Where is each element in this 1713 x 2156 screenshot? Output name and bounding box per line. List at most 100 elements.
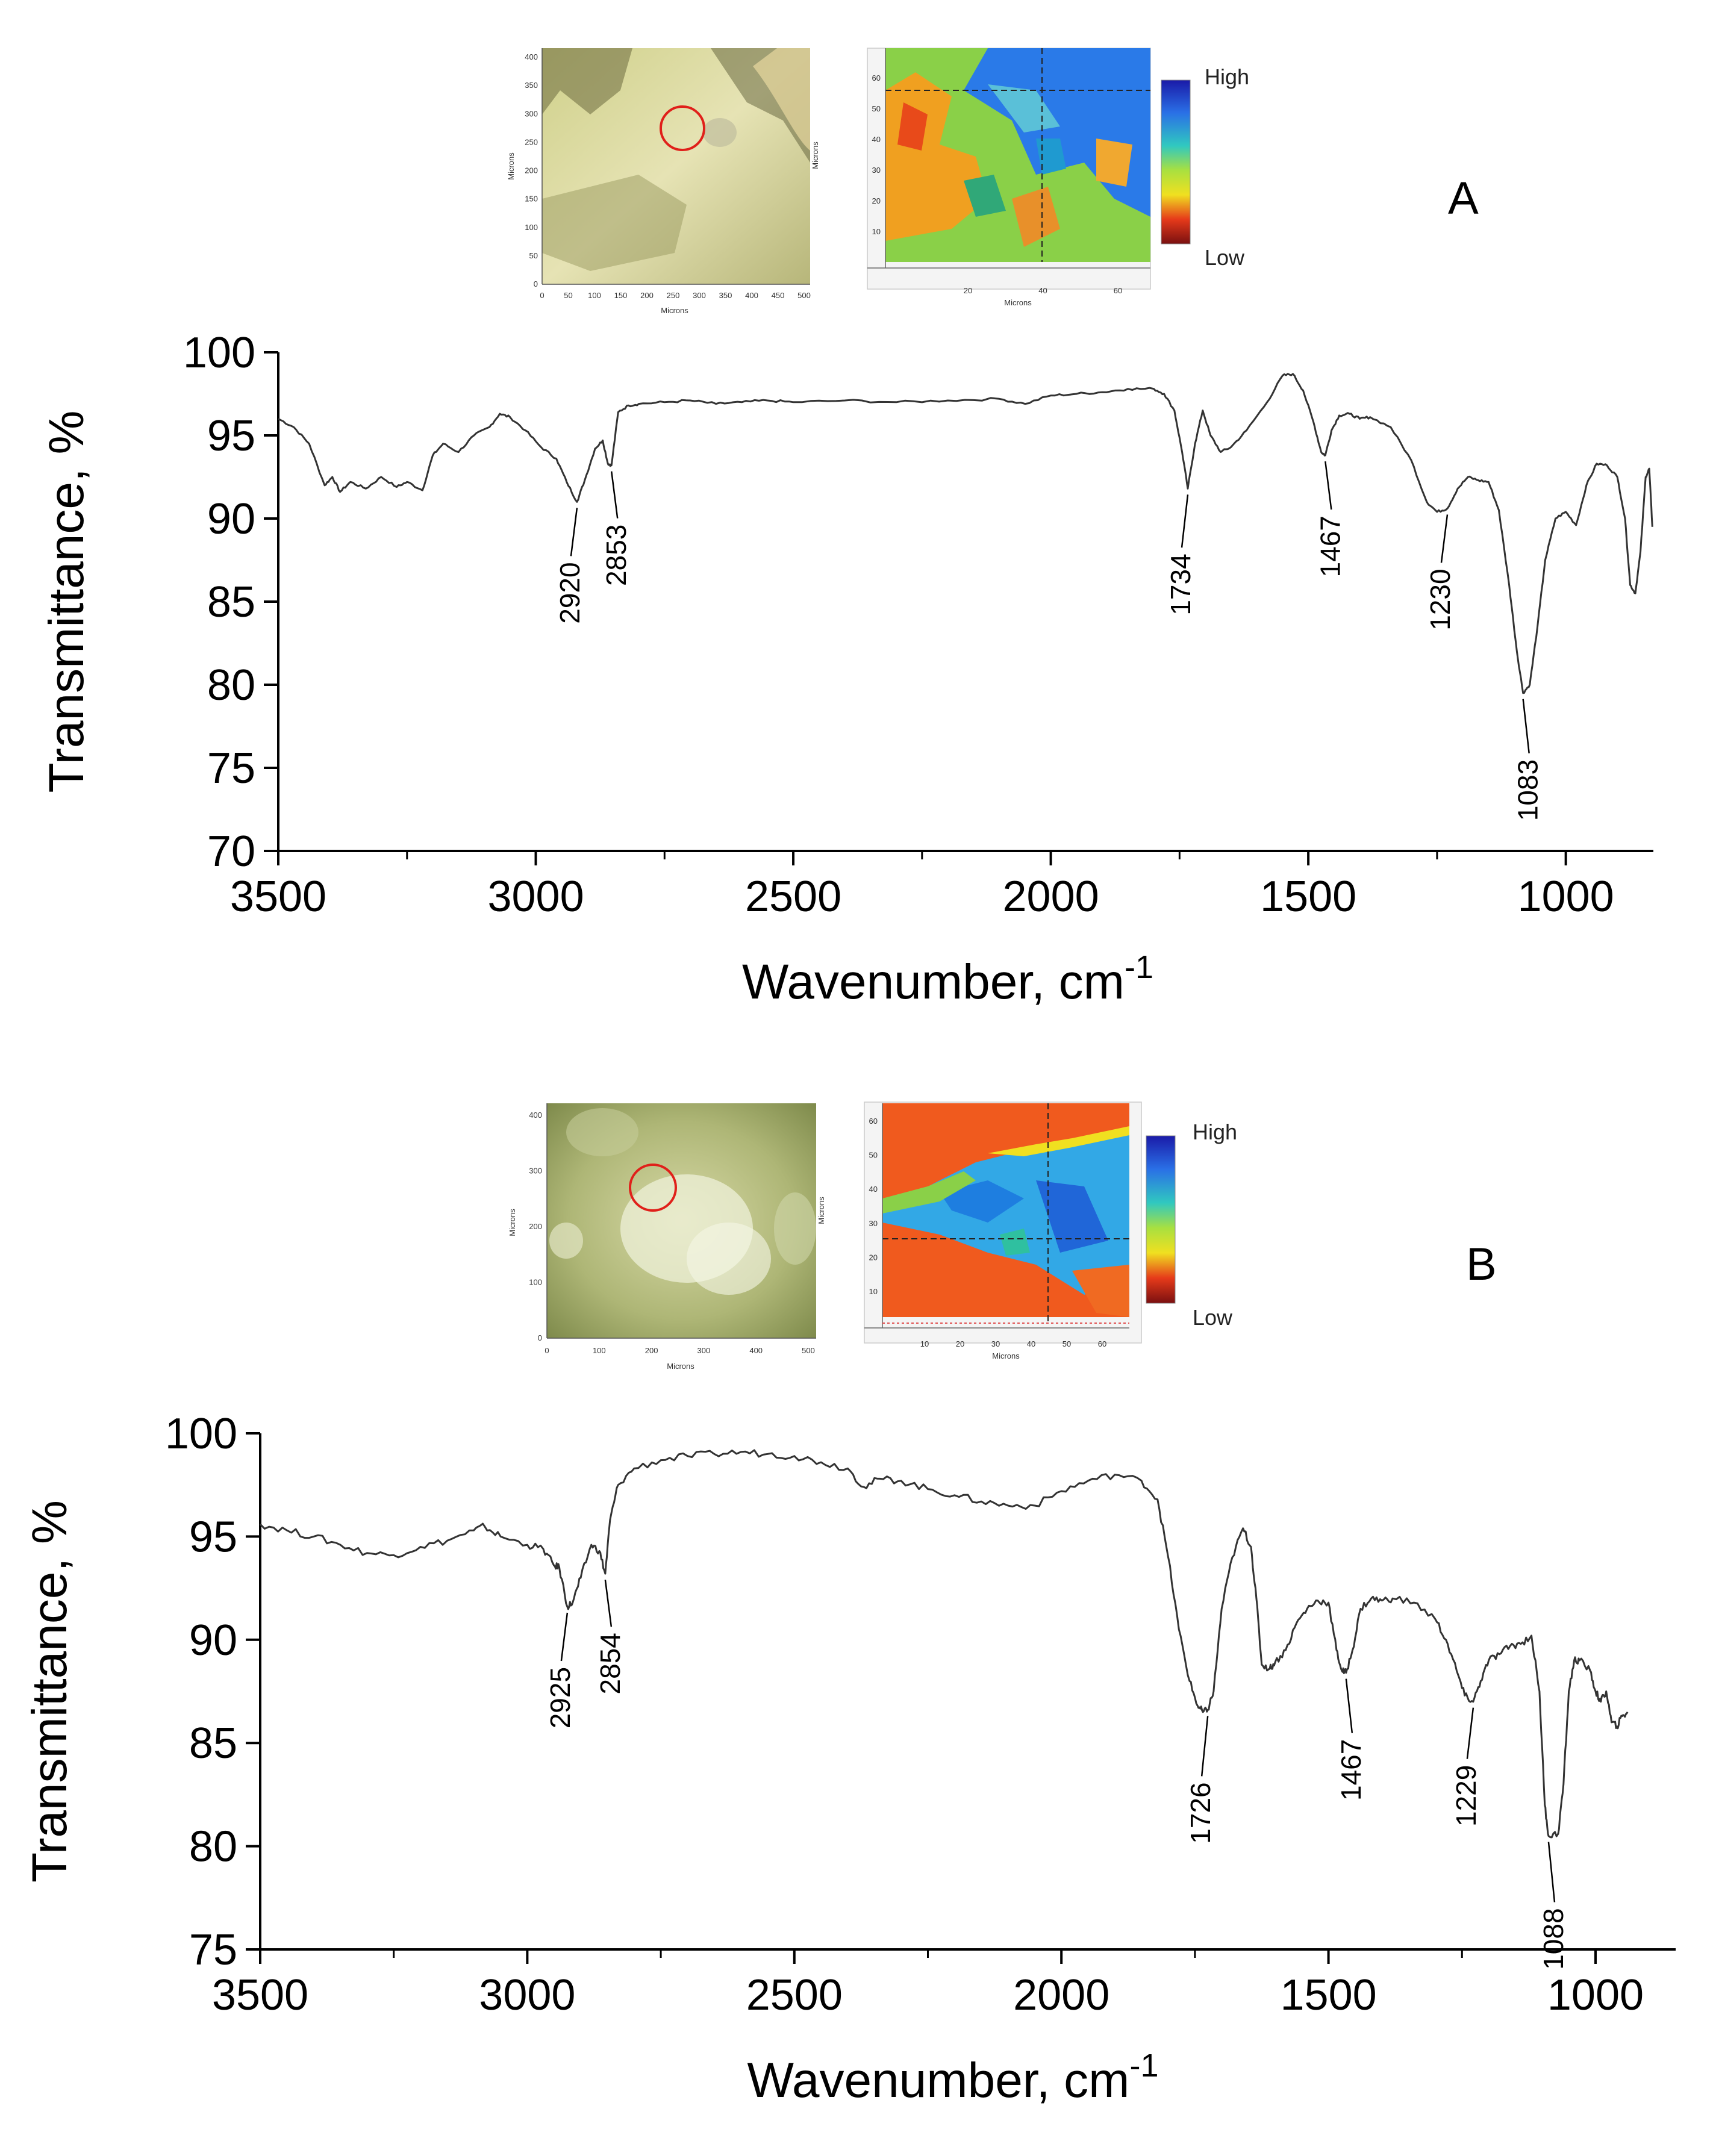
peak-label: 2925 — [544, 1667, 576, 1728]
inset-tick-label: 50 — [1062, 1339, 1071, 1348]
panel-a: A 0 50 100 150 200 250 300 350 400 450 500 0 50 100 1… — [39, 48, 1653, 1009]
peak-leader-line — [1522, 699, 1530, 753]
y-tick-label: 75 — [207, 744, 255, 793]
inset-tick-label: 50 — [872, 104, 881, 113]
inset-tick-label: 300 — [693, 291, 706, 300]
peak-label: 1467 — [1335, 1739, 1367, 1801]
x-tick-label: 3500 — [230, 873, 326, 921]
peak-label: 1230 — [1424, 569, 1456, 630]
peak-leader-line — [604, 1579, 613, 1627]
inset-tick-label: 450 — [772, 291, 785, 300]
spectrum-chart-a: 3500 3000 2500 2000 1500 1000 70 75 80 85 90 95 100… — [39, 329, 1653, 1009]
x-tick-label: 3500 — [212, 1971, 308, 2019]
y-tick-label: 100 — [183, 329, 255, 377]
peak-label: 2853 — [601, 525, 632, 586]
peak-leader-line — [1181, 494, 1189, 548]
inset-tick-label: 200 — [525, 166, 538, 175]
inset-tick-label: 40 — [872, 135, 881, 144]
inset-tick-label: 350 — [719, 291, 732, 300]
legend-high-label: High — [1193, 1120, 1237, 1144]
y-tick-label: 80 — [189, 1823, 237, 1871]
inset-tick-label: 250 — [667, 291, 680, 300]
inset-tick-label: 300 — [697, 1346, 711, 1355]
inset-tick-label: 0 — [544, 1346, 549, 1355]
inset-tick-label: 50 — [564, 291, 572, 300]
inset-micrograph-b: 0 100 200 300 400 500 0 100 200 300 400 Microns M… — [508, 1103, 816, 1371]
inset-tick-label: 0 — [538, 1333, 542, 1342]
peak-label: 1229 — [1450, 1765, 1482, 1827]
y-tick-label: 90 — [189, 1616, 237, 1665]
inset-tick-label: 60 — [1114, 286, 1122, 295]
micrograph-y-ticks: 0 50 100 150 200 250 300 350 400 — [525, 52, 538, 288]
inset-tick-label: 60 — [869, 1117, 878, 1126]
inset-tick-label: 20 — [956, 1339, 964, 1348]
legend-low-label: Low — [1205, 245, 1245, 270]
x-tick-label: 2000 — [1002, 873, 1099, 921]
peak-label: 1734 — [1165, 553, 1196, 615]
map-x-ticks: 20 40 60 — [964, 286, 1122, 295]
inset-map-b: 10 20 30 40 50 60 10 20 30 40 50 60 Microns Micron… — [817, 1101, 1237, 1360]
x-tick-label: 1000 — [1518, 873, 1614, 921]
inset-tick-label: 20 — [964, 286, 972, 295]
panel-b: B 0 100 200 300 400 500 0 100 200 300 400 Microns… — [22, 1101, 1676, 2108]
x-tick-label: 1000 — [1547, 1971, 1644, 2019]
map-color-legend — [1146, 1135, 1176, 1304]
inset-tick-label: 400 — [749, 1346, 763, 1355]
x-axis-title-superscript: -1 — [1125, 949, 1153, 985]
inset-tick-label: 200 — [645, 1346, 658, 1355]
panel-b-label: B — [1466, 1239, 1497, 1290]
x-tick-label: 3000 — [479, 1971, 575, 2019]
x-tick-label: 2500 — [745, 873, 841, 921]
micrograph-y-ticks: 0 100 200 300 400 — [529, 1111, 542, 1342]
inset-tick-label: 150 — [614, 291, 628, 300]
peak-leader-line — [1547, 1842, 1556, 1902]
inset-tick-label: 150 — [525, 195, 538, 204]
map-y-axis-label: Microns — [817, 1197, 826, 1224]
x-axis-title-text: Wavenumber, cm — [747, 2053, 1130, 2108]
x-tick-label: 2500 — [746, 1971, 843, 2019]
peak-leader-line — [1440, 514, 1449, 563]
inset-tick-label: 40 — [1027, 1339, 1035, 1348]
inset-tick-label: 500 — [802, 1346, 815, 1355]
inset-micrograph-a: 0 50 100 150 200 250 300 350 400 450 500 0 50 100 150… — [507, 48, 811, 315]
inset-tick-label: 100 — [529, 1278, 542, 1287]
peak-leader-line — [1325, 461, 1332, 510]
y-tick-label: 95 — [189, 1513, 237, 1561]
micrograph-x-ticks: 0 100 200 300 400 500 — [544, 1346, 814, 1355]
micrograph-y-axis-label: Microns — [508, 1209, 517, 1236]
x-axis-title: Wavenumber, cm-1 — [742, 949, 1153, 1009]
inset-tick-label: 500 — [797, 291, 811, 300]
inset-tick-label: 300 — [525, 109, 538, 118]
inset-tick-label: 0 — [534, 279, 538, 288]
map-x-ticks: 10 20 30 40 50 60 — [920, 1339, 1106, 1348]
map-x-axis-label: Microns — [1004, 298, 1032, 307]
peak-label: 1726 — [1185, 1782, 1216, 1843]
inset-tick-label: 40 — [1038, 286, 1047, 295]
inset-tick-label: 0 — [540, 291, 544, 300]
x-tick-label: 2000 — [1013, 1971, 1109, 2019]
inset-tick-label: 60 — [1098, 1339, 1106, 1348]
y-tick-label: 75 — [189, 1926, 237, 1974]
selection-circle — [629, 1164, 677, 1212]
legend-high-label: High — [1205, 64, 1249, 89]
peak-leader-line — [1466, 1707, 1474, 1759]
y-axis-title: Transmittance, % — [39, 411, 94, 793]
micrograph-y-axis-label: Microns — [507, 152, 516, 180]
peak-leader-line — [560, 1612, 569, 1662]
inset-tick-label: 30 — [872, 166, 881, 175]
peak-leader-line — [570, 508, 578, 556]
inset-tick-label: 400 — [529, 1111, 542, 1120]
y-tick-label: 95 — [207, 412, 255, 460]
micrograph-x-axis-label: Microns — [667, 1362, 694, 1371]
legend-low-label: Low — [1193, 1305, 1233, 1330]
peak-label: 1083 — [1512, 759, 1544, 821]
inset-tick-label: 200 — [640, 291, 654, 300]
inset-tick-label: 20 — [872, 196, 881, 205]
peak-label: 2854 — [594, 1633, 626, 1694]
x-axis-title-text: Wavenumber, cm — [742, 955, 1125, 1009]
inset-tick-label: 60 — [872, 73, 881, 83]
x-axis-title-superscript: -1 — [1129, 2048, 1158, 2084]
map-y-ticks: 10 20 30 40 50 60 — [872, 73, 881, 236]
peak-leader-line — [1345, 1678, 1353, 1733]
